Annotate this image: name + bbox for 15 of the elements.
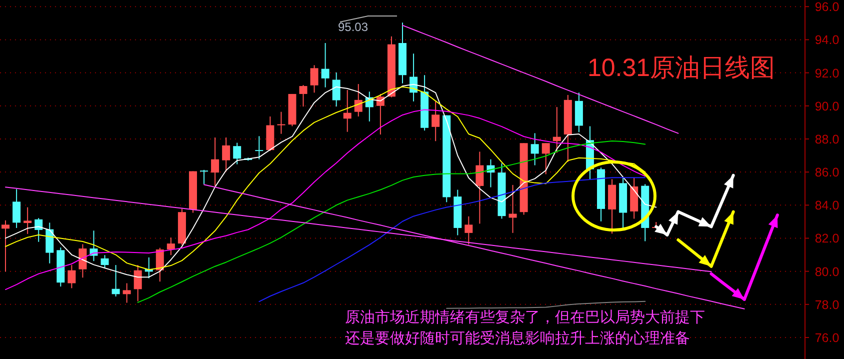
y-tick-label: 88.0 <box>814 132 840 146</box>
annotation: 原油市场近期情绪有些复杂了，但在巴以局势大前提下 <box>345 309 705 326</box>
y-tick-label: 92.0 <box>814 66 840 80</box>
y-tick-label: 86.0 <box>814 166 840 180</box>
y-tick-label: 80.0 <box>814 264 840 279</box>
y-tick-label: 76.0 <box>814 330 840 345</box>
y-tick-label: 94.0 <box>814 33 840 48</box>
annotation: 还是要做好随时可能受消息影响拉升上涨的心理准备 <box>345 330 690 347</box>
annotation: 95.03 <box>338 20 368 34</box>
y-tick-label: 96.0 <box>814 0 840 14</box>
y-tick-label: 78.0 <box>814 298 840 312</box>
y-tick-label: 90.0 <box>814 99 840 114</box>
y-tick-label: 84.0 <box>814 198 840 213</box>
text: 10.31原油日线图 <box>587 54 775 82</box>
y-tick-label: 82.0 <box>814 232 840 246</box>
